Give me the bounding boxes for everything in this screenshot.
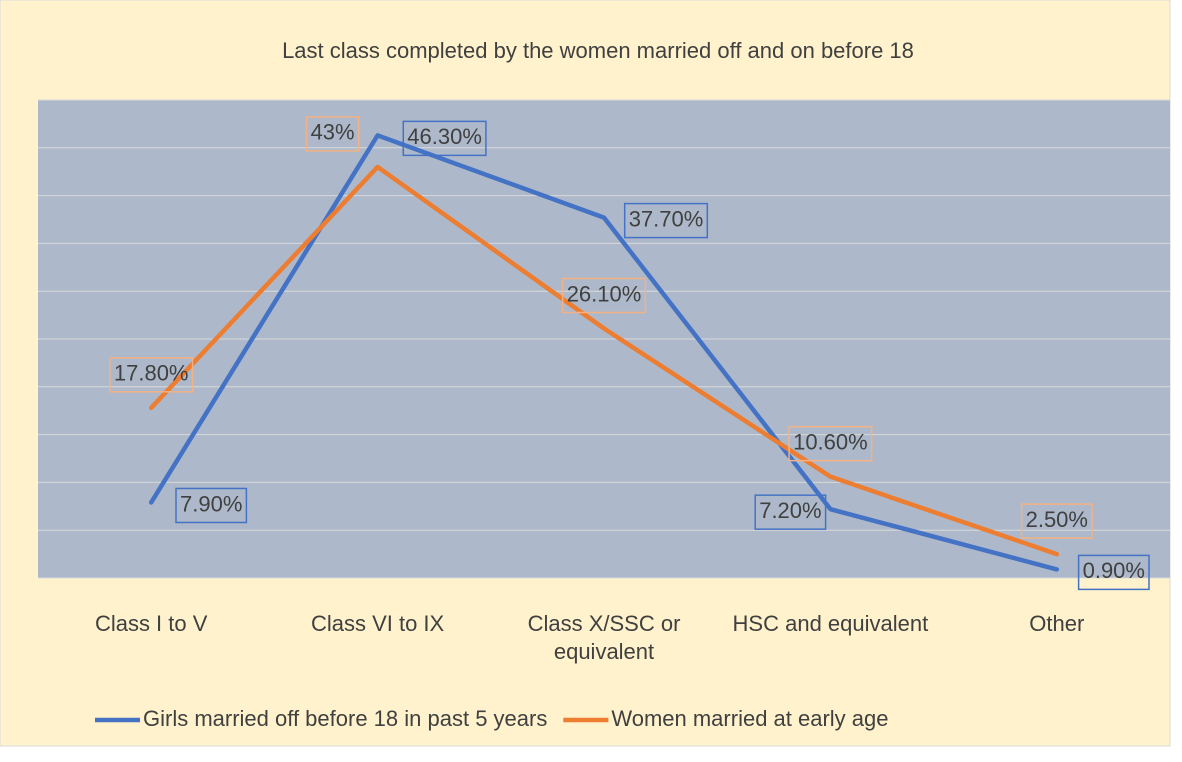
data-label-box [305,116,360,152]
chart-title: Last class completed by the women marrie… [282,38,914,63]
data-label-box [788,425,873,462]
x-tick-label: Other [1029,611,1085,636]
data-label-box [561,277,647,314]
x-tick-label: HSC and equivalent [732,611,929,636]
data-label-box [1077,554,1150,591]
data-label: 17.80% [114,361,189,386]
data-label-box [754,494,827,530]
data-label: 46.30% [407,124,482,149]
series-line [148,164,1060,557]
data-label: 10.60% [793,429,868,454]
data-label-box [402,120,487,157]
series-line [148,133,1060,572]
data-label: 2.50% [1026,507,1088,532]
data-label: 26.10% [567,281,642,306]
data-label-box [623,202,709,239]
x-tick-label: Class X/SSC or equivalent [527,611,681,664]
x-tick-label: Class I to V [94,611,208,636]
legend-label: Girls married off before 18 in past 5 ye… [143,706,547,731]
data-label: 43% [311,120,355,145]
data-label: 0.90% [1083,558,1145,583]
data-label-box [175,487,248,524]
legend-label: Women married at early age [611,706,888,731]
data-label: 37.70% [629,206,704,231]
x-tick-label: Class VI to IX [310,611,445,636]
data-label-box [1020,503,1093,539]
data-label-box [109,357,194,393]
data-label: 7.90% [180,491,242,516]
data-label: 7.20% [759,498,821,523]
